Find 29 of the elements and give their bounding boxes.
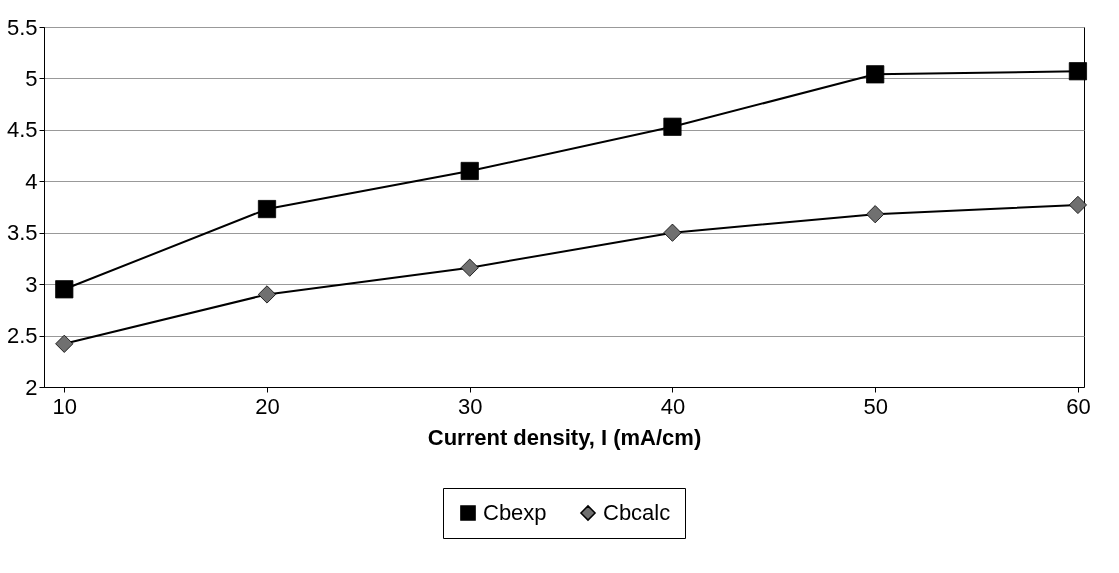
y-tick-label: 3	[25, 271, 38, 297]
y-tick-label: 4	[25, 168, 38, 194]
point	[866, 205, 885, 224]
x-tick-label: 10	[52, 393, 78, 419]
point	[1068, 195, 1087, 214]
point	[460, 161, 479, 181]
y-tick-label: 2.5	[6, 323, 38, 349]
y-tick-label: 5	[25, 65, 38, 91]
point	[55, 280, 74, 299]
y-tick-label: 5.5	[6, 14, 38, 40]
point	[866, 65, 885, 84]
point	[663, 223, 682, 242]
legend-label: Cbexp	[483, 500, 547, 525]
legend-label: Cbcalc	[603, 500, 671, 525]
point	[55, 334, 74, 353]
y-tick-label: 2	[25, 374, 38, 400]
point	[257, 200, 277, 219]
y-tick-label: 4.5	[6, 117, 38, 143]
point	[460, 258, 479, 277]
y-tick-label: 3.5	[6, 220, 38, 246]
point	[1068, 62, 1087, 81]
x-tick-label: 60	[1066, 393, 1091, 419]
point	[257, 285, 277, 304]
x-tick-label: 20	[255, 393, 280, 419]
x-tick-label: 40	[660, 393, 686, 419]
x-tick-label: 30	[457, 393, 483, 419]
x-tick-label: 50	[863, 393, 888, 419]
point	[663, 117, 682, 136]
x-axis-title: Current density, I (mA/cm)	[427, 424, 702, 450]
